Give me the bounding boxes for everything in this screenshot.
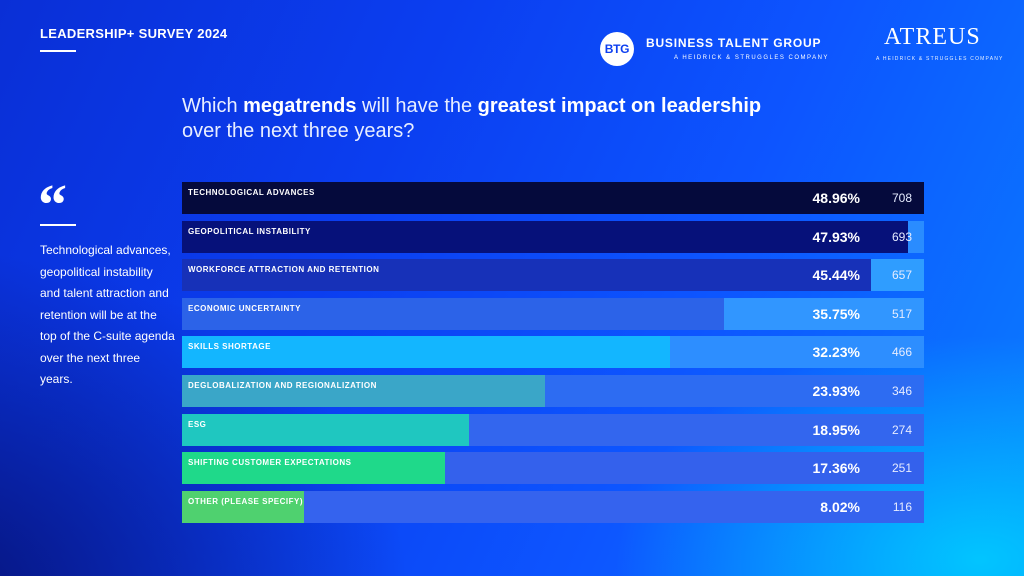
bar bbox=[182, 297, 724, 330]
bar bbox=[182, 336, 671, 369]
bar bbox=[182, 182, 924, 214]
question-bold-1: megatrends bbox=[243, 95, 357, 117]
count-label: 466 bbox=[891, 345, 912, 360]
bar-row: TECHNOLOGICAL ADVANCES 48.96% 708 bbox=[182, 182, 924, 214]
count-label: 693 bbox=[891, 229, 912, 244]
btg-subtitle: A HEIDRICK & STRUGGLES COMPANY bbox=[674, 55, 829, 61]
survey-title-underline bbox=[40, 50, 76, 52]
value-label: 47.93% bbox=[812, 228, 860, 245]
atreus-logo: ATREUS bbox=[884, 24, 981, 50]
category-label: SKILLS SHORTAGE bbox=[188, 342, 271, 352]
bar bbox=[182, 259, 871, 292]
bar-chart: TECHNOLOGICAL ADVANCES 48.96% 708 GEOPOLITI… bbox=[182, 182, 924, 524]
value-label: 8.02% bbox=[820, 498, 860, 515]
btg-logo-text: BTG bbox=[604, 42, 630, 56]
category-label: ESG bbox=[188, 419, 207, 429]
count-label: 251 bbox=[891, 461, 912, 476]
bar bbox=[182, 220, 909, 253]
question-line-2: over the next three years? bbox=[182, 120, 415, 142]
bar-row: ESG 18.95% 274 bbox=[182, 413, 924, 446]
bar-row: DEGLOBALIZATION AND REGIONALIZATION 23.93… bbox=[182, 375, 924, 407]
survey-title: LEADERSHIP+ SURVEY 2024 bbox=[40, 26, 228, 41]
value-label: 35.75% bbox=[812, 305, 860, 322]
bar-row: WORKFORCE ATTRACTION AND RETENTION 45.44%… bbox=[182, 259, 924, 292]
count-label: 708 bbox=[891, 191, 912, 205]
quote-mark-icon: “ bbox=[38, 172, 67, 237]
btg-logo: BTG bbox=[600, 32, 634, 66]
value-label: 18.95% bbox=[812, 421, 860, 438]
count-label: 346 bbox=[891, 384, 912, 398]
bar bbox=[182, 413, 470, 446]
value-label: 48.96% bbox=[812, 190, 860, 206]
bar bbox=[182, 452, 446, 485]
category-label: GEOPOLITICAL INSTABILITY bbox=[188, 226, 311, 236]
count-label: 274 bbox=[891, 422, 912, 437]
count-label: 517 bbox=[891, 306, 912, 321]
btg-name: BUSINESS TALENT GROUP bbox=[646, 36, 822, 50]
bar-track bbox=[182, 490, 924, 523]
bar-row: SKILLS SHORTAGE 32.23% 466 bbox=[182, 336, 924, 369]
question-part-1: Which bbox=[182, 95, 244, 117]
chart-question: Which megatrends will have the greatest … bbox=[182, 94, 942, 144]
category-label: WORKFORCE ATTRACTION AND RETENTION bbox=[188, 265, 380, 275]
quote-rule bbox=[40, 224, 76, 226]
value-label: 45.44% bbox=[812, 267, 860, 284]
count-label: 116 bbox=[892, 499, 912, 514]
value-label: 32.23% bbox=[812, 344, 860, 361]
count-label: 657 bbox=[891, 268, 912, 283]
value-label: 23.93% bbox=[812, 383, 860, 399]
category-label: SHIFTING CUSTOMER EXPECTATIONS bbox=[188, 458, 352, 468]
bar bbox=[182, 375, 545, 407]
question-part-2: will have the bbox=[356, 95, 478, 117]
category-label: DEGLOBALIZATION AND REGIONALIZATION bbox=[188, 381, 377, 390]
bar-row: SHIFTING CUSTOMER EXPECTATIONS 17.36% 251 bbox=[182, 452, 924, 485]
bar-row: GEOPOLITICAL INSTABILITY 47.93% 693 bbox=[182, 220, 924, 253]
bar bbox=[182, 490, 304, 523]
bar-row: ECONOMIC UNCERTAINTY 35.75% 517 bbox=[182, 297, 924, 330]
category-label: OTHER (PLEASE SPECIFY) bbox=[188, 496, 304, 506]
category-label: ECONOMIC UNCERTAINTY bbox=[188, 303, 301, 313]
atreus-subtitle: A HEIDRICK & STRUGGLES COMPANY bbox=[876, 56, 1004, 62]
category-label: TECHNOLOGICAL ADVANCES bbox=[188, 188, 315, 197]
value-label: 17.36% bbox=[812, 460, 860, 477]
quote-text: Technological advances, geopolitical ins… bbox=[40, 243, 175, 386]
question-bold-2: greatest impact on leadership bbox=[477, 95, 762, 117]
bar-row: OTHER (PLEASE SPECIFY) 8.02% 116 bbox=[182, 490, 924, 523]
